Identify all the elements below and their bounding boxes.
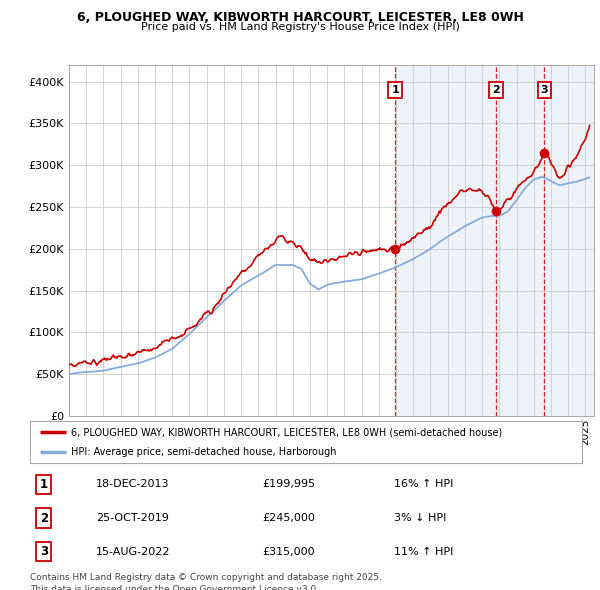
Text: £199,995: £199,995 [262, 480, 315, 489]
Text: 15-AUG-2022: 15-AUG-2022 [96, 547, 171, 556]
Text: 18-DEC-2013: 18-DEC-2013 [96, 480, 170, 489]
Text: 1: 1 [391, 85, 399, 95]
Text: 16% ↑ HPI: 16% ↑ HPI [394, 480, 454, 489]
Text: Price paid vs. HM Land Registry's House Price Index (HPI): Price paid vs. HM Land Registry's House … [140, 22, 460, 32]
Text: 11% ↑ HPI: 11% ↑ HPI [394, 547, 454, 556]
Text: £315,000: £315,000 [262, 547, 314, 556]
Bar [395, 65, 594, 416]
Text: 2: 2 [40, 512, 48, 525]
Text: 3: 3 [541, 85, 548, 95]
Text: 1: 1 [40, 478, 48, 491]
Text: 6, PLOUGHED WAY, KIBWORTH HARCOURT, LEICESTER, LE8 0WH: 6, PLOUGHED WAY, KIBWORTH HARCOURT, LEIC… [77, 11, 523, 24]
Text: 3: 3 [40, 545, 48, 558]
Text: 25-OCT-2019: 25-OCT-2019 [96, 513, 169, 523]
Text: 3% ↓ HPI: 3% ↓ HPI [394, 513, 446, 523]
Text: Contains HM Land Registry data © Crown copyright and database right 2025.
This d: Contains HM Land Registry data © Crown c… [30, 573, 382, 590]
Text: 6, PLOUGHED WAY, KIBWORTH HARCOURT, LEICESTER, LE8 0WH (semi-detached house): 6, PLOUGHED WAY, KIBWORTH HARCOURT, LEIC… [71, 427, 503, 437]
Text: HPI: Average price, semi-detached house, Harborough: HPI: Average price, semi-detached house,… [71, 447, 337, 457]
Text: 2: 2 [492, 85, 500, 95]
Text: £245,000: £245,000 [262, 513, 315, 523]
